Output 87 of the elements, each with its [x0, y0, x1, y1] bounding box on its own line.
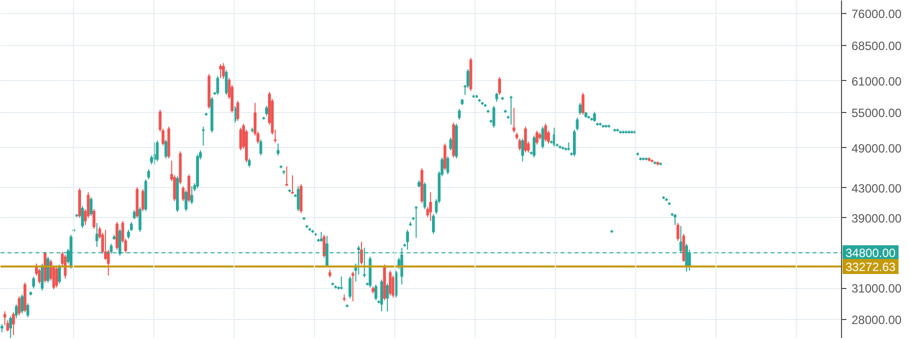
- candlestick: [578, 102, 582, 116]
- candlestick: [674, 214, 676, 226]
- candlestick: [222, 62, 225, 80]
- candlestick: [593, 111, 596, 122]
- y-tick-label: 43000.00: [852, 181, 902, 196]
- candlestick: [541, 126, 544, 149]
- candlestick: [64, 254, 67, 280]
- candlestick: [512, 107, 516, 134]
- candlestick: [224, 70, 228, 96]
- y-tick-label: 76000.00: [852, 7, 902, 22]
- candlestick: [348, 276, 352, 299]
- candlestick: [449, 137, 452, 151]
- candlestick: [239, 127, 242, 151]
- candlestick: [340, 276, 343, 290]
- candlestick: [498, 76, 501, 96]
- candlestick: [216, 76, 220, 96]
- candlestick: [432, 214, 435, 234]
- candlestick: [423, 182, 426, 210]
- candlestick: [12, 312, 15, 336]
- candlestick: [219, 64, 222, 79]
- candlestick: [81, 206, 84, 228]
- candlestick: [141, 188, 144, 212]
- candlestick: [414, 206, 418, 238]
- candlestick: [92, 208, 96, 230]
- candlestick: [46, 256, 50, 284]
- candlestick: [14, 304, 18, 319]
- candlestick: [55, 266, 58, 288]
- candlestick: [236, 100, 240, 122]
- candlestick: [360, 241, 363, 266]
- candlestick: [446, 156, 450, 175]
- y-tick-label: 68500.00: [852, 38, 902, 53]
- candlestick: [156, 140, 159, 162]
- candlestick: [582, 92, 584, 116]
- candlestick: [265, 105, 268, 116]
- candlestick: [291, 174, 294, 195]
- candlestick: [147, 168, 150, 180]
- candlestick: [104, 229, 107, 260]
- candlestick: [296, 186, 300, 212]
- y-tick-label: 31000.00: [852, 282, 902, 296]
- candlestick: [188, 174, 190, 203]
- candlestick: [95, 222, 98, 248]
- y-tick-label: 61000.00: [852, 74, 902, 88]
- candlestick: [351, 271, 354, 302]
- candlestick: [380, 279, 384, 312]
- candlestick: [32, 276, 35, 289]
- y-tick-label: 28000.00: [852, 312, 902, 327]
- candlestick: [202, 126, 205, 146]
- ref-line-label: 34800.00: [846, 246, 896, 260]
- candlestick: [388, 270, 392, 296]
- candlestick: [116, 221, 118, 250]
- candlestick: [510, 95, 512, 126]
- candlestick: [492, 105, 496, 128]
- candlestick: [276, 143, 280, 156]
- candlestick: [40, 263, 44, 292]
- candlestick: [184, 190, 188, 212]
- candlestick: [532, 135, 536, 158]
- candlestick: [544, 123, 548, 142]
- candlestick: [576, 117, 579, 132]
- candlestick: [285, 166, 288, 187]
- candlestick: [58, 264, 61, 284]
- candlestick: [572, 129, 576, 157]
- candlestick: [90, 196, 93, 217]
- candlestick: [320, 231, 323, 242]
- candlestick: [164, 139, 168, 159]
- candlestick: [322, 234, 326, 258]
- y-tick-label: 39000.00: [852, 211, 902, 226]
- candlestick: [20, 294, 24, 314]
- candlestick: [259, 139, 262, 156]
- candlestick: [458, 108, 461, 120]
- candlestick: [190, 186, 194, 205]
- candlestick: [9, 316, 12, 338]
- candlestick: [18, 296, 21, 316]
- candlestick: [521, 138, 524, 162]
- candlestick: [444, 143, 446, 171]
- candlestick: [374, 284, 378, 301]
- candlestick: [536, 130, 538, 146]
- candlestick: [182, 186, 185, 202]
- candlestick: [386, 283, 389, 312]
- candlestick: [676, 222, 680, 242]
- candlestick: [138, 206, 142, 232]
- y-tick-label: 49000.00: [852, 141, 902, 156]
- candlestick: [524, 126, 527, 153]
- ref-line-label: 33272.63: [846, 260, 896, 274]
- y-tick-label: 55000.00: [852, 106, 902, 120]
- candlestick: [429, 192, 432, 222]
- candlestick: [26, 302, 30, 318]
- candlestick: [406, 229, 409, 250]
